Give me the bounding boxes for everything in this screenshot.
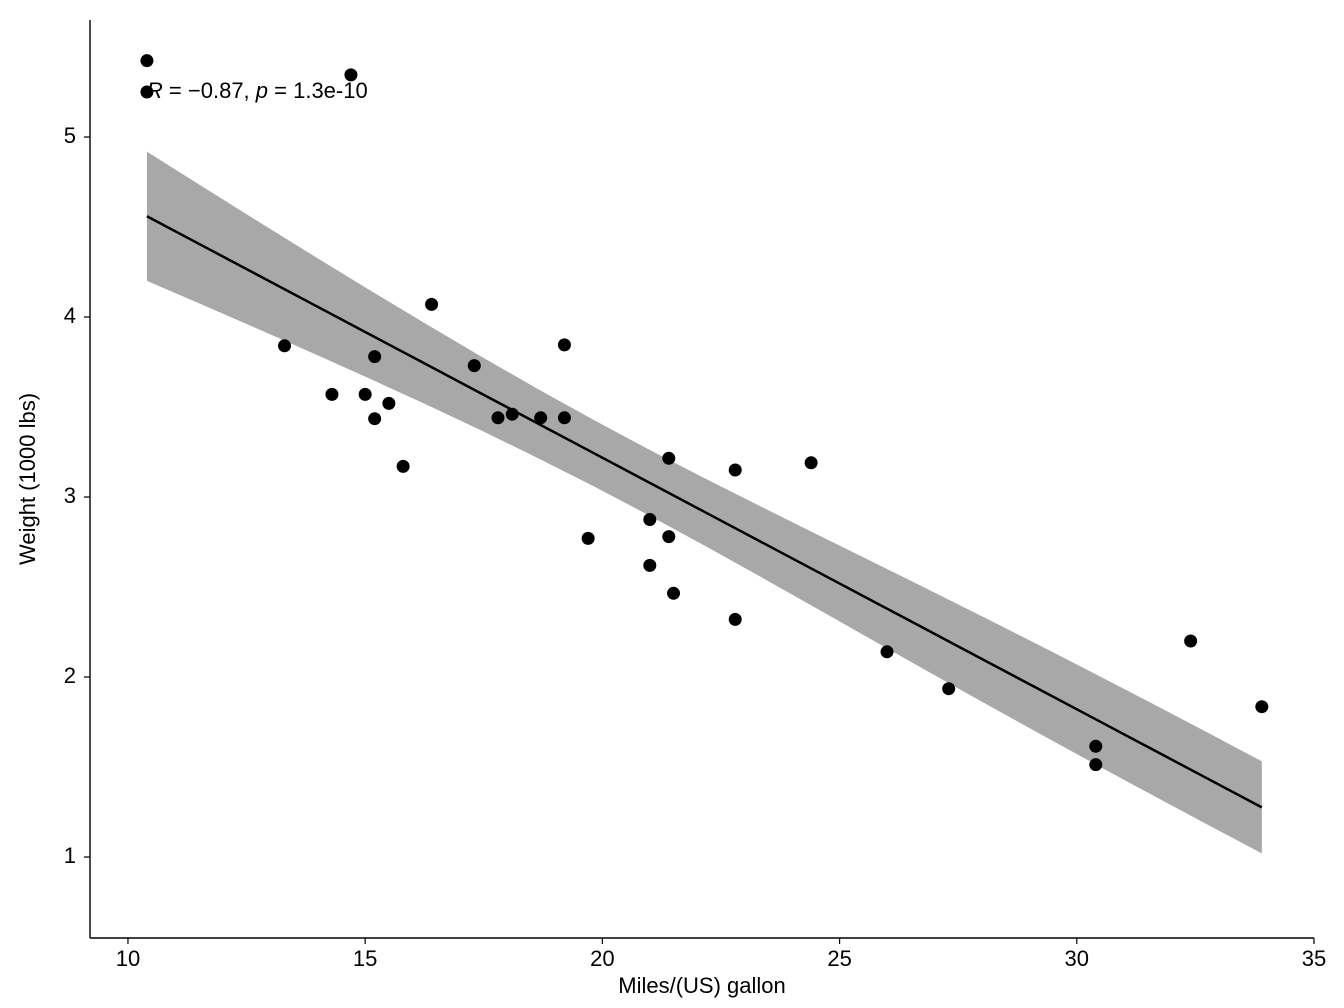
data-point: [140, 54, 153, 67]
correlation-annotation: R = −0.87, p = 1.3e-10: [147, 78, 368, 103]
data-point: [397, 460, 410, 473]
data-point: [359, 388, 372, 401]
data-point: [534, 411, 547, 424]
data-point: [881, 645, 894, 658]
x-tick-label: 20: [590, 946, 614, 971]
data-point: [1089, 740, 1102, 753]
x-tick-label: 25: [827, 946, 851, 971]
data-point: [643, 513, 656, 526]
x-tick-label: 10: [116, 946, 140, 971]
data-point: [558, 411, 571, 424]
data-point: [492, 411, 505, 424]
data-point: [1184, 635, 1197, 648]
data-point: [558, 338, 571, 351]
data-point: [425, 298, 438, 311]
x-tick-label: 35: [1302, 946, 1326, 971]
data-point: [382, 397, 395, 410]
y-tick-label: 5: [64, 123, 76, 148]
y-tick-label: 3: [64, 483, 76, 508]
data-point: [278, 339, 291, 352]
data-point: [1255, 700, 1268, 713]
data-point: [582, 532, 595, 545]
scatter-chart: R = −0.87, p = 1.3e-10 10 15 20 25 30 35 1 2 3 4 5 M…: [0, 0, 1344, 1008]
data-point: [643, 559, 656, 572]
data-point: [729, 464, 742, 477]
x-axis-title: Miles/(US) gallon: [618, 973, 786, 998]
chart-svg: R = −0.87, p = 1.3e-10 10 15 20 25 30 35 1 2 3 4 5 M…: [0, 0, 1344, 1008]
data-point: [368, 412, 381, 425]
data-point: [468, 359, 481, 372]
y-tick-label: 2: [64, 663, 76, 688]
data-point: [667, 587, 680, 600]
y-tick-label: 4: [64, 303, 76, 328]
y-tick-label: 1: [64, 843, 76, 868]
x-tick-label: 30: [1065, 946, 1089, 971]
data-point: [506, 408, 519, 421]
data-point: [942, 682, 955, 695]
data-point: [1089, 758, 1102, 771]
y-axis-title: Weight (1000 lbs): [15, 393, 40, 565]
data-point: [662, 452, 675, 465]
x-tick-label: 15: [353, 946, 377, 971]
data-point: [662, 530, 675, 543]
data-point: [729, 613, 742, 626]
data-point: [805, 456, 818, 469]
data-point: [325, 388, 338, 401]
data-point: [368, 350, 381, 363]
